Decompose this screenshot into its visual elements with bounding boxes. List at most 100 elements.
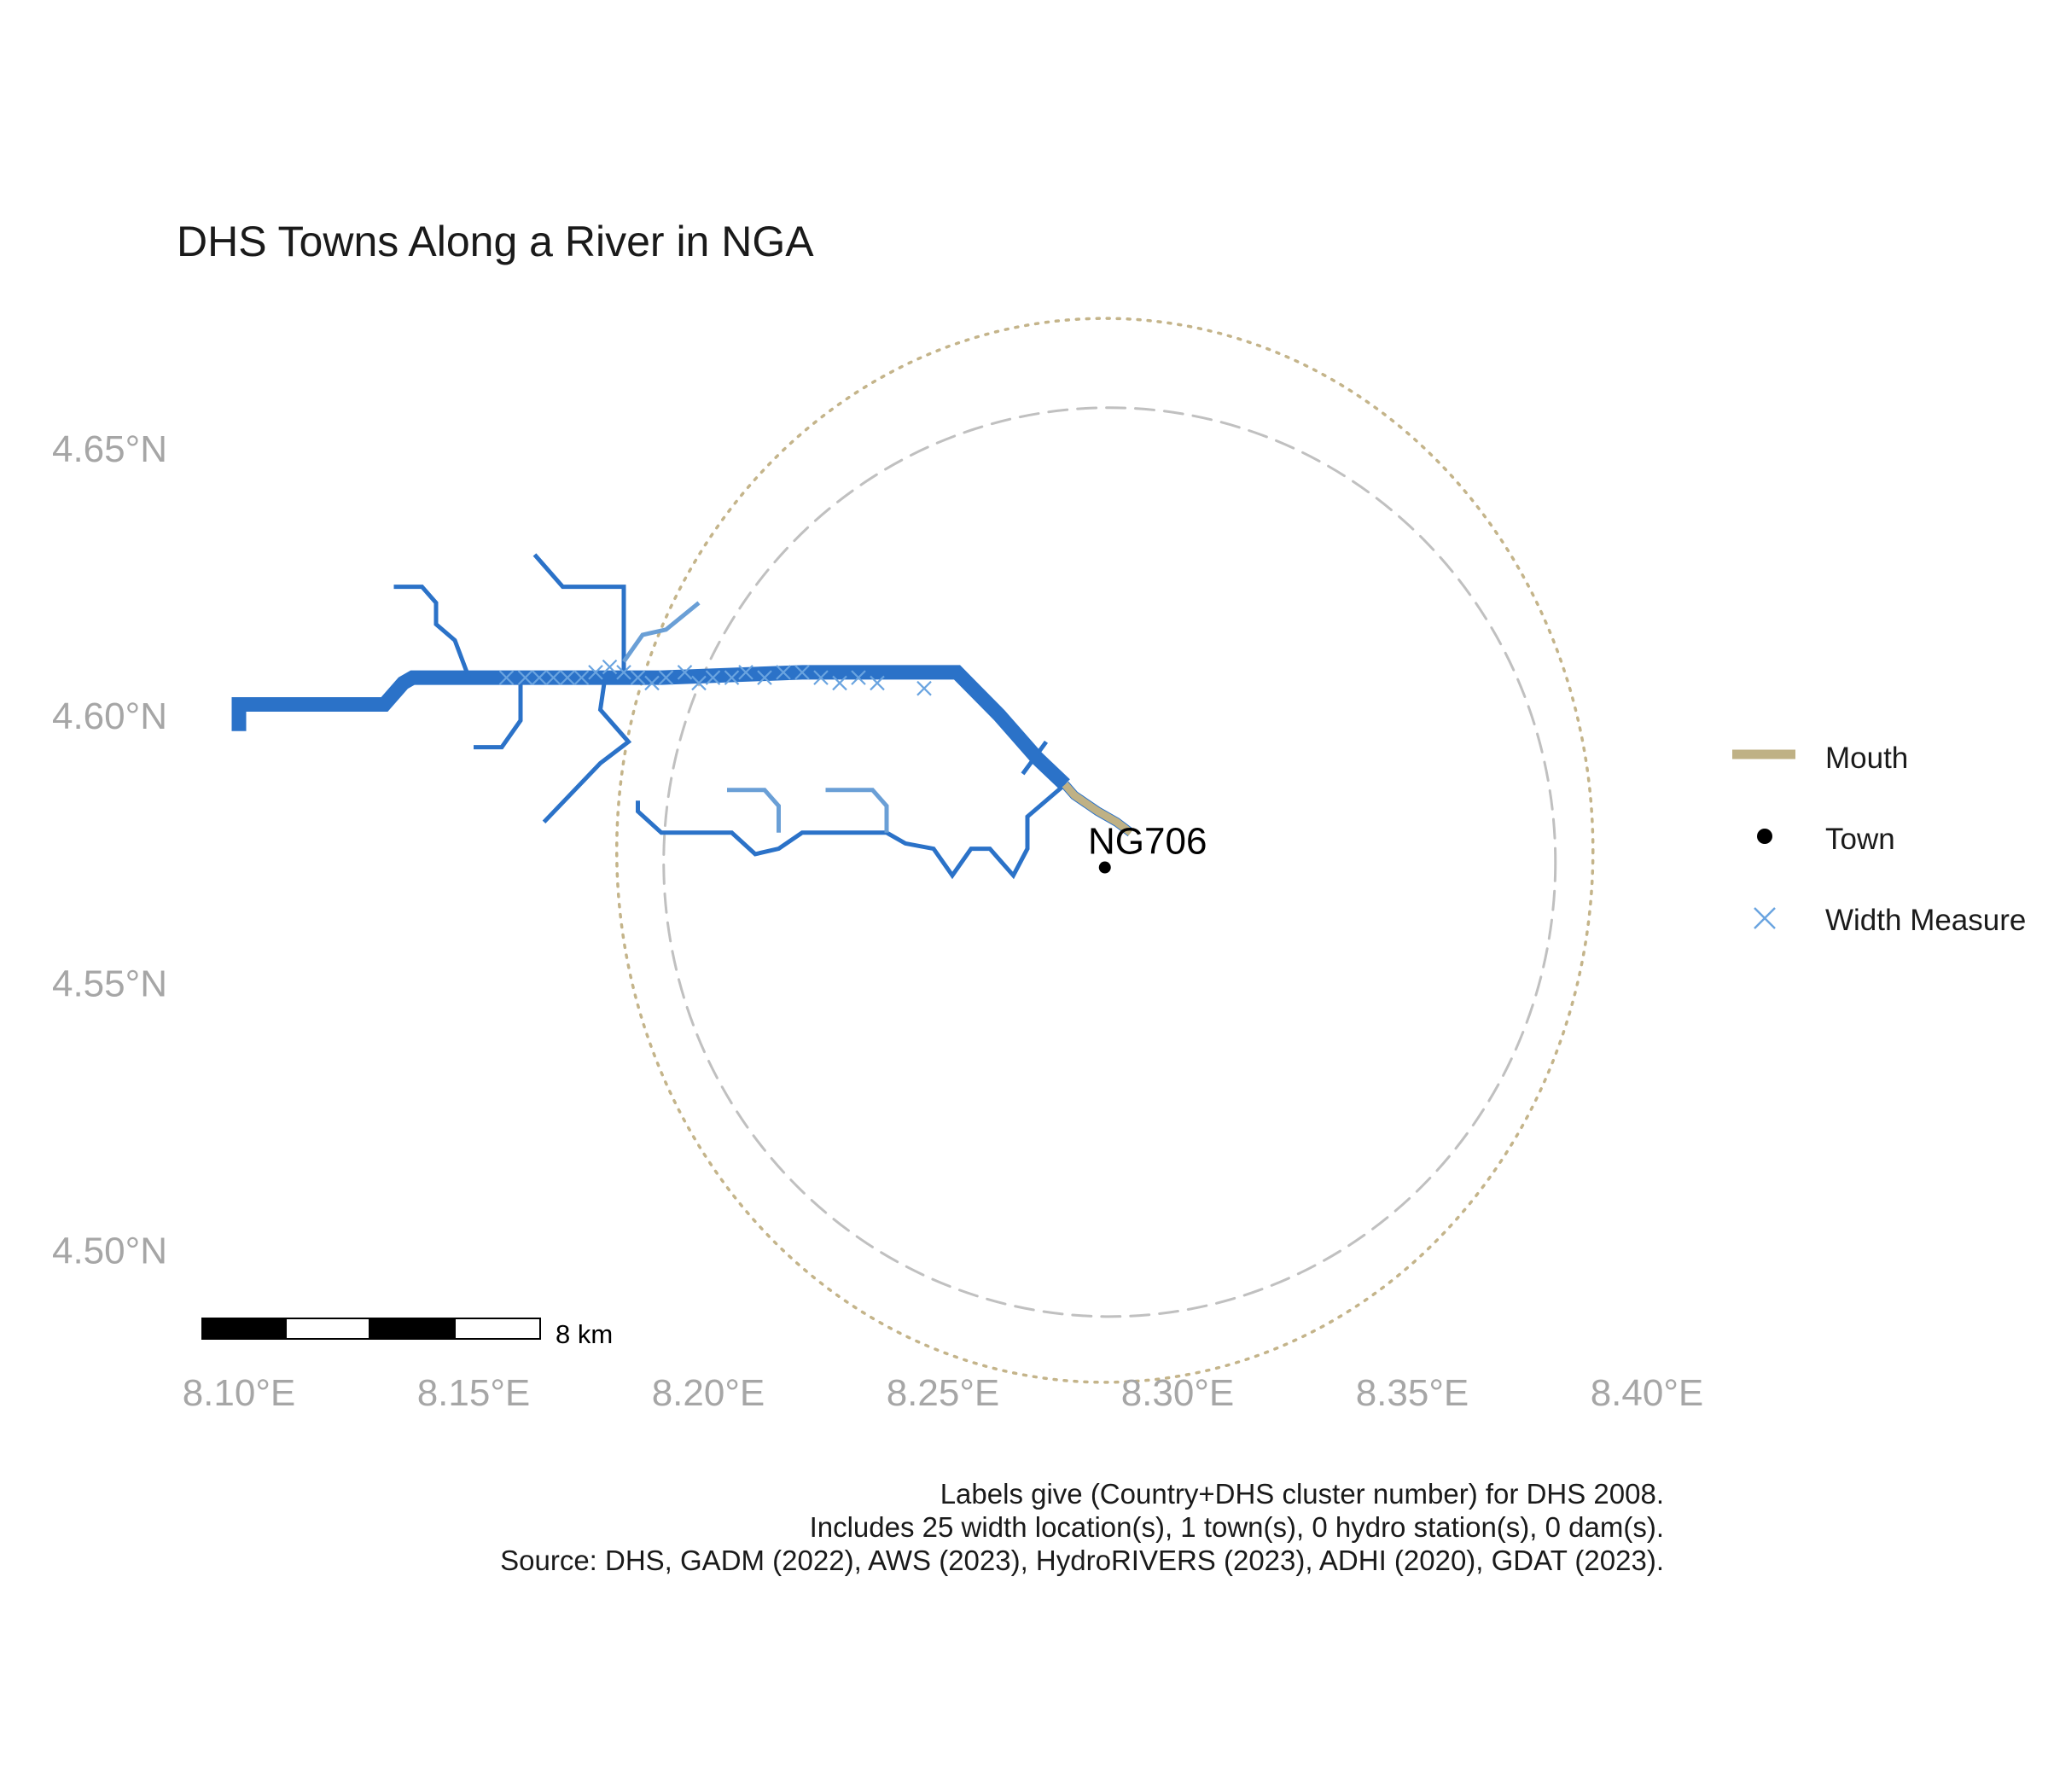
width-measure-marker	[658, 670, 674, 685]
tributary-segment	[727, 788, 781, 833]
width-measure-stroke	[757, 670, 772, 685]
legend-width-measure-key	[1754, 907, 1776, 929]
width-measure-stroke	[794, 665, 810, 680]
x-tick-label: 8.20°E	[652, 1372, 765, 1414]
width-measure-stroke	[602, 659, 618, 675]
width-measure-stroke	[517, 670, 533, 685]
buffer-circles	[615, 317, 1595, 1384]
tributary-segment	[825, 788, 889, 833]
width-measure-stroke	[724, 670, 740, 685]
x-tick-label: 8.25°E	[887, 1372, 1000, 1414]
scale-bar: 8 km	[201, 1318, 613, 1349]
tributary-segment	[636, 783, 1067, 880]
width-measure-stroke	[870, 675, 885, 691]
width-measure-marker	[560, 670, 575, 685]
y-axis-ticks: 4.50°N 4.55°N 4.60°N 4.65°N	[52, 428, 167, 1272]
width-measure-stroke	[588, 665, 603, 680]
caption-line: Source: DHS, GADM (2022), AWS (2023), Hy…	[500, 1545, 1664, 1576]
dotted-buffer-circle	[615, 317, 1595, 1384]
y-tick-label: 4.50°N	[52, 1231, 167, 1272]
river-mouth-segment	[1062, 782, 1133, 836]
scale-bar-segment	[454, 1318, 541, 1340]
width-measure-marker	[677, 665, 693, 680]
scale-bar-label: 8 km	[556, 1319, 613, 1349]
width-measure-marker	[573, 670, 590, 685]
tributary-segment	[532, 553, 626, 678]
width-measure-marker	[724, 670, 740, 685]
width-measure-marker	[851, 670, 866, 685]
x-axis-ticks: 8.10°E 8.15°E 8.20°E 8.25°E 8.30°E 8.35°E 8.40…	[183, 1372, 1704, 1414]
map-title: DHS Towns Along a River in NGA	[177, 218, 814, 265]
width-measure-marker	[616, 665, 631, 680]
y-tick-label: 4.65°N	[52, 428, 167, 470]
width-measure-marker	[757, 670, 772, 685]
y-tick-label: 4.55°N	[52, 963, 167, 1004]
tributary-segment	[621, 601, 701, 663]
tributary-segment	[474, 678, 523, 750]
legend-town-key	[1757, 829, 1772, 844]
caption-line: Includes 25 width location(s), 1 town(s)…	[810, 1511, 1664, 1543]
x-tick-label: 8.10°E	[183, 1372, 296, 1414]
tributary-segment	[542, 677, 632, 824]
width-measure-stroke	[532, 670, 547, 685]
town-markers: NG706	[1088, 821, 1207, 874]
width-measure-marker	[794, 665, 810, 680]
width-measure-marker	[813, 670, 829, 685]
width-measure-stroke	[832, 675, 847, 691]
width-measure-stroke	[738, 665, 753, 680]
main-river-segment	[231, 665, 1070, 790]
width-measure-stroke	[545, 670, 561, 685]
width-measure-marker	[705, 670, 721, 685]
width-measure-marker	[644, 675, 660, 691]
legend-width-measure-label: Width Measure	[1825, 904, 2026, 937]
width-measure-stroke	[644, 675, 660, 691]
town-point	[1098, 861, 1111, 874]
x-tick-label: 8.40°E	[1591, 1372, 1704, 1414]
width-measure-marker	[870, 675, 885, 691]
tributary-segment	[393, 585, 471, 678]
width-measure-stroke	[498, 670, 515, 685]
x-tick-label: 8.30°E	[1121, 1372, 1235, 1414]
width-measure-stroke	[616, 665, 631, 680]
width-measure-marker	[545, 670, 561, 685]
width-measure-marker	[691, 675, 707, 691]
width-measure-marker	[832, 675, 847, 691]
width-measure-marker	[517, 670, 533, 685]
width-measure-stroke	[630, 670, 646, 685]
town-label: NG706	[1088, 821, 1207, 863]
width-measure-marker	[738, 665, 753, 680]
width-measure-stroke	[813, 670, 829, 685]
width-measure-stroke	[691, 675, 707, 691]
caption: Labels give (Country+DHS cluster number)…	[500, 1478, 1664, 1576]
width-measure-marker	[630, 670, 646, 685]
width-measure-points	[498, 659, 932, 696]
width-measure-stroke	[560, 670, 575, 685]
width-measure-marker	[776, 665, 791, 680]
width-measure-marker	[602, 659, 618, 675]
width-measure-marker	[498, 670, 515, 685]
width-measure-stroke	[658, 670, 674, 685]
width-measure-stroke	[851, 670, 866, 685]
legend-town-label: Town	[1825, 823, 1895, 856]
width-measure-marker	[532, 670, 547, 685]
width-measure-stroke	[573, 670, 590, 685]
y-tick-label: 4.60°N	[52, 695, 167, 737]
scale-bar-segment	[201, 1318, 287, 1340]
dashed-buffer-circle	[662, 406, 1557, 1318]
width-measure-marker	[588, 665, 603, 680]
width-measure-stroke	[776, 665, 791, 680]
legend-mouth-label: Mouth	[1825, 742, 1908, 775]
width-measure-marker	[916, 680, 932, 696]
tributary-segment	[1021, 740, 1049, 776]
x-tick-label: 8.15°E	[417, 1372, 531, 1414]
scale-bar-segment	[285, 1318, 370, 1340]
caption-line: Labels give (Country+DHS cluster number)…	[940, 1478, 1664, 1510]
width-measure-stroke	[677, 665, 693, 680]
river-network	[231, 553, 1134, 880]
width-measure-stroke	[705, 670, 721, 685]
width-measure-stroke	[916, 680, 932, 696]
scale-bar-segment	[369, 1318, 456, 1340]
x-tick-label: 8.35°E	[1356, 1372, 1469, 1414]
legend: Mouth Town Width Measure	[1732, 742, 2026, 937]
